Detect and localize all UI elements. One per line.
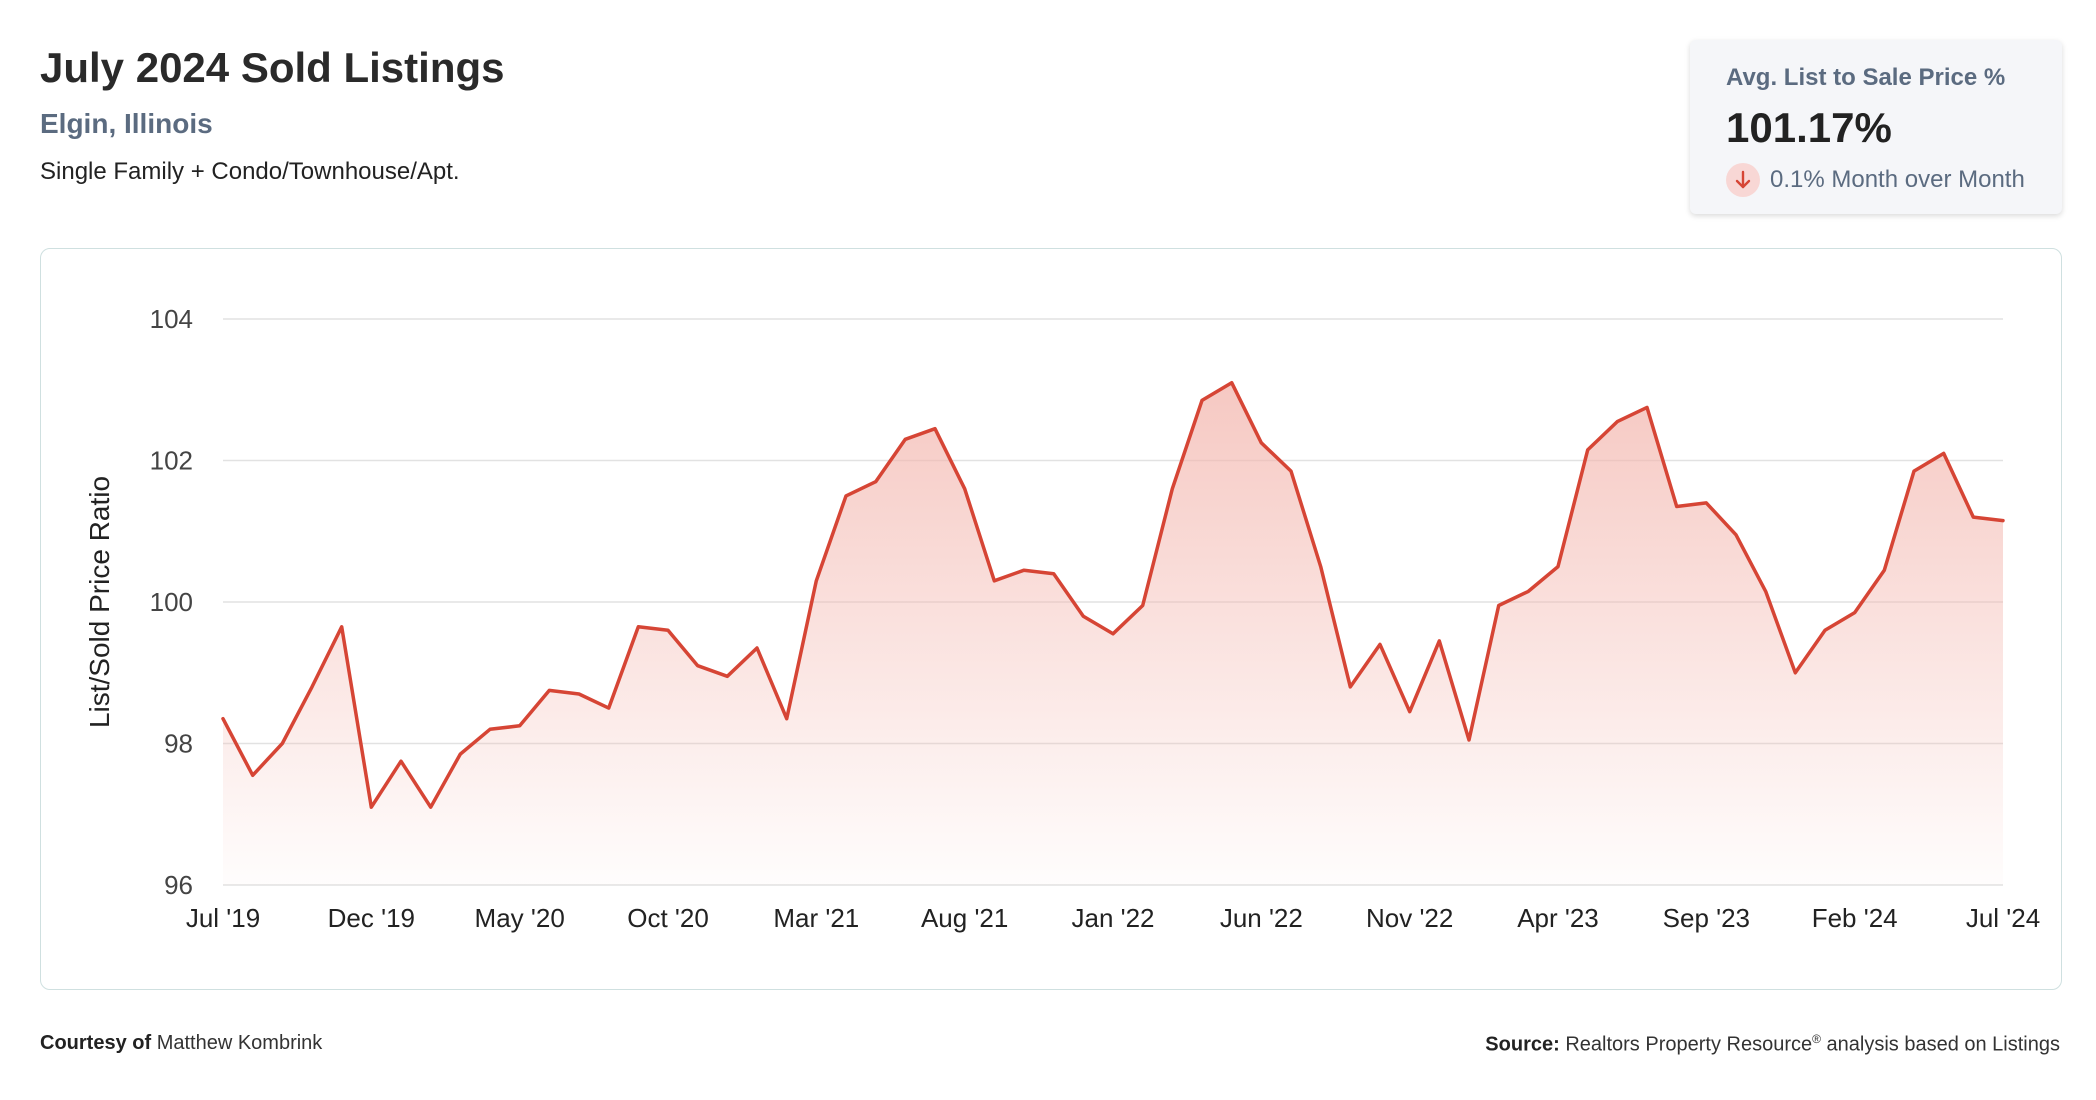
- x-tick-label: Mar '21: [773, 903, 859, 933]
- x-tick-label: May '20: [475, 903, 565, 933]
- x-tick-label: Jan '22: [1071, 903, 1154, 933]
- stat-label: Avg. List to Sale Price %: [1726, 64, 2006, 91]
- source-footer: Source: Realtors Property Resource® anal…: [1485, 1032, 2060, 1057]
- courtesy-label: Courtesy of: [40, 1032, 152, 1054]
- arrow-down-icon: [1726, 163, 1760, 197]
- y-tick-label: 104: [150, 304, 193, 334]
- series-line: [221, 380, 2005, 809]
- courtesy-footer: Courtesy of Matthew Kombrink: [40, 1032, 322, 1055]
- line-chart: 96 98 100 102 104 Jul '19 Dec '19 May '20 Oct '2…: [84, 304, 2040, 933]
- x-tick-label: Dec '19: [328, 903, 415, 933]
- courtesy-name: Matthew Kombrink: [156, 1032, 323, 1054]
- property-types-description: Single Family + Condo/Townhouse/Apt.: [40, 158, 460, 185]
- x-tick-label: Sep '23: [1663, 903, 1750, 933]
- x-tick-label: Nov '22: [1366, 903, 1453, 933]
- x-tick-label: Feb '24: [1812, 903, 1898, 933]
- y-tick-label: 96: [164, 870, 193, 900]
- stat-change: 0.1% Month over Month: [1726, 162, 2025, 198]
- y-axis-title: List/Sold Price Ratio: [84, 476, 115, 728]
- y-tick-label: 98: [164, 729, 193, 759]
- page-title: July 2024 Sold Listings: [40, 44, 505, 91]
- chart-container: 96 98 100 102 104 Jul '19 Dec '19 May '20 Oct '2…: [40, 248, 2062, 990]
- x-tick-label: Jul '24: [1966, 903, 2040, 933]
- x-tick-label: Apr '23: [1517, 903, 1599, 933]
- source-label: Source:: [1485, 1033, 1560, 1056]
- registered-mark: ®: [1812, 1032, 1821, 1046]
- source-text: Realtors Property Resource: [1565, 1033, 1813, 1056]
- x-tick-label: Jul '19: [186, 903, 260, 933]
- y-tick-label: 100: [150, 587, 193, 617]
- location-subtitle: Elgin, Illinois: [40, 108, 213, 139]
- x-tick-label: Jun '22: [1220, 903, 1303, 933]
- source-rest: analysis based on Listings: [1826, 1033, 2060, 1056]
- stat-value: 101.17%: [1726, 104, 1892, 151]
- stat-change-text: 0.1% Month over Month: [1770, 166, 2025, 193]
- y-tick-label: 102: [150, 446, 193, 476]
- x-tick-label: Oct '20: [627, 903, 709, 933]
- stat-card: Avg. List to Sale Price % 101.17% 0.1% M…: [1690, 40, 2062, 214]
- x-tick-label: Aug '21: [921, 903, 1008, 933]
